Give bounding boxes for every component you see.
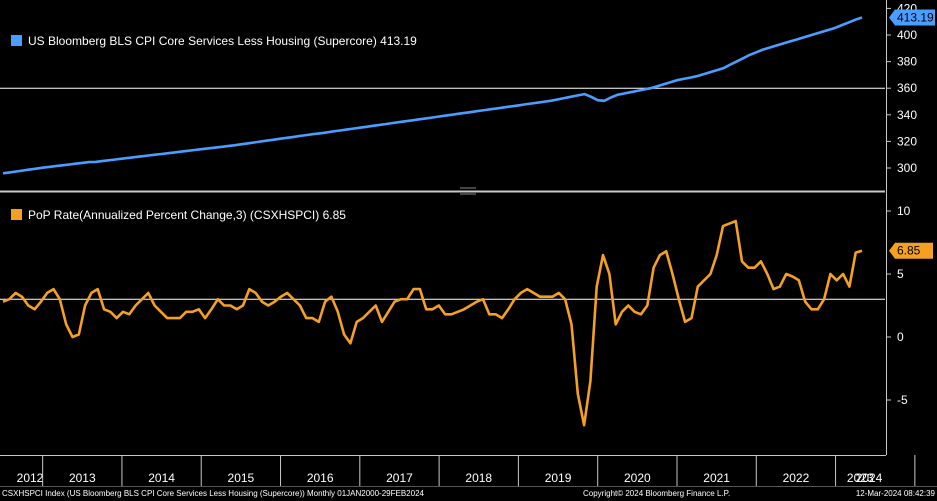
top-legend-label: US Bloomberg BLS CPI Core Services Less … (28, 34, 417, 48)
top-ytick-label: 320 (897, 134, 917, 148)
x-year-label: 2012 (17, 471, 44, 485)
footer-copyright: Copyright© 2024 Bloomberg Finance L.P. (583, 489, 730, 498)
top-ytick-label: 300 (897, 161, 917, 175)
x-year-label: 2019 (545, 471, 572, 485)
pop-rate-series (2, 219, 863, 427)
top-ytick-label: 400 (897, 28, 917, 42)
top-legend-box (4, 27, 270, 51)
bottom-last-value-tag: 6.85 (889, 242, 933, 259)
x-axis: 2012 2013 2014 2015 2016 2017 2018 2019 2020 2021… (0, 455, 916, 486)
top-last-value-tag: 413.19 (889, 9, 935, 26)
x-year-label: 2023 (847, 471, 874, 485)
footer-timestamp: 12-Mar-2024 08:42:39 (856, 489, 936, 498)
top-legend[interactable]: US Bloomberg BLS CPI Core Services Less … (4, 27, 417, 51)
bottom-last-value-tag-shape (889, 242, 933, 259)
bottom-legend[interactable]: PoP Rate(Annualized Percent Change,3) (C… (4, 203, 346, 227)
x-year-label: 2014 (148, 471, 175, 485)
bottom-last-value-text: 6.85 (897, 244, 921, 258)
bottom-y-axis: -5 0 5 10 (886, 204, 911, 407)
x-year-label: 2024 (856, 471, 883, 485)
x-year-label: 2021 (703, 471, 730, 485)
bottom-ytick-label: 10 (897, 204, 911, 218)
bottom-series-line (2, 219, 863, 427)
footer-source: CSXHSPCI Index (US Bloomberg BLS CPI Cor… (2, 489, 425, 498)
bottom-legend-label: PoP Rate(Annualized Percent Change,3) (C… (28, 208, 346, 222)
bottom-legend-swatch (11, 209, 22, 220)
supercore-series (2, 16, 863, 175)
x-year-label: 2018 (465, 471, 492, 485)
bottom-legend-box (4, 203, 256, 227)
top-last-value-tag-shape (889, 9, 935, 26)
x-year-label: 2017 (386, 471, 413, 485)
x-year-label: 2013 (69, 471, 96, 485)
x-year-label: 2022 (783, 471, 810, 485)
x-year-label: 2015 (228, 471, 255, 485)
top-ytick-label: 360 (897, 81, 917, 95)
x-year-label: 2020 (624, 471, 651, 485)
top-legend-swatch (11, 35, 22, 46)
bottom-ytick-label: -5 (897, 393, 908, 407)
bottom-ytick-label: 5 (897, 267, 904, 281)
top-ytick-label: 380 (897, 55, 917, 69)
bottom-ytick-label: 0 (897, 330, 904, 344)
x-year-label: 2016 (307, 471, 334, 485)
top-last-value-text: 413.19 (897, 10, 934, 24)
top-series-line (2, 16, 863, 175)
top-ytick-label: 340 (897, 108, 917, 122)
